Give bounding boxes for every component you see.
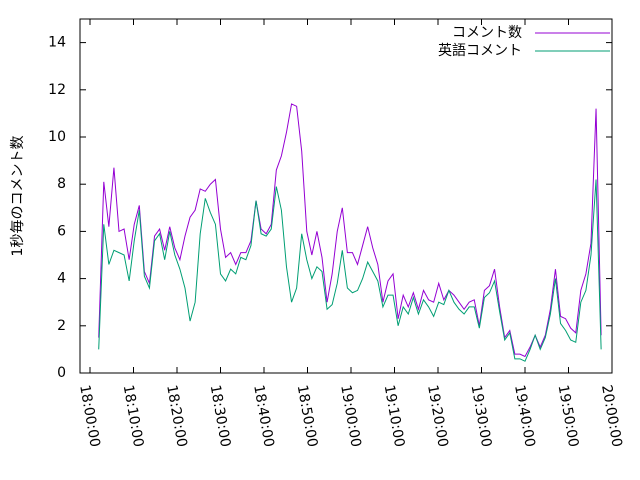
legend-label: 英語コメント [438, 42, 522, 59]
x-tick-label: 19:50:00 [555, 384, 582, 449]
x-tick-label: 20:00:00 [598, 384, 625, 449]
y-tick-label: 10 [48, 129, 66, 145]
y-tick-label: 0 [57, 365, 66, 381]
series-line [98, 179, 602, 362]
y-tick-label: 2 [57, 318, 66, 334]
legend-label: コメント数 [452, 25, 522, 41]
x-tick-label: 19:40:00 [511, 384, 538, 449]
x-tick-label: 18:20:00 [163, 384, 190, 449]
x-tick-label: 18:50:00 [294, 384, 321, 449]
y-axis-label: 1秒毎のコメント数 [10, 136, 26, 257]
x-tick-label: 18:00:00 [76, 384, 103, 449]
x-tick-label: 19:10:00 [381, 384, 408, 449]
y-tick-label: 8 [57, 176, 66, 192]
plot-border [79, 18, 613, 374]
x-tick-label: 19:20:00 [424, 384, 451, 449]
x-tick-label: 18:30:00 [207, 384, 234, 449]
y-tick-label: 14 [48, 35, 66, 51]
x-tick-label: 19:30:00 [468, 384, 495, 449]
y-tick-label: 6 [57, 223, 66, 239]
x-tick-label: 18:40:00 [250, 384, 277, 449]
x-tick-label: 18:10:00 [120, 384, 147, 449]
series-line [98, 103, 602, 358]
y-tick-label: 12 [48, 82, 66, 98]
y-tick-label: 4 [57, 271, 66, 287]
x-tick-label: 19:00:00 [337, 384, 364, 449]
